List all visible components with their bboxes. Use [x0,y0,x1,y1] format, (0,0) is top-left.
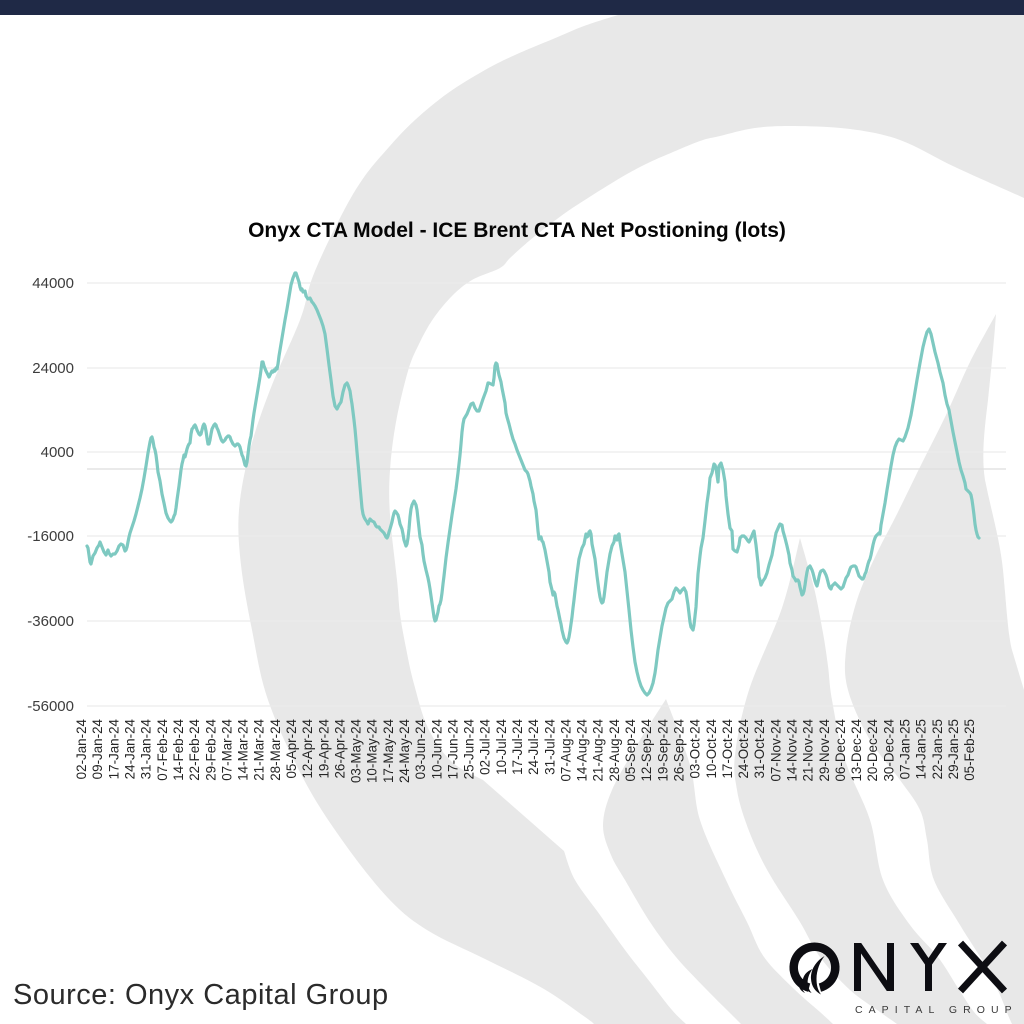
svg-text:05-Apr-24: 05-Apr-24 [284,718,299,778]
svg-text:4000: 4000 [41,444,74,461]
svg-text:14-Nov-24: 14-Nov-24 [785,718,800,781]
svg-text:28-Mar-24: 28-Mar-24 [268,718,283,780]
svg-text:29-Nov-24: 29-Nov-24 [817,718,832,781]
svg-text:31-Oct-24: 31-Oct-24 [752,718,767,778]
svg-text:CAPITAL GROUP: CAPITAL GROUP [855,1004,1018,1016]
svg-text:19-Sep-24: 19-Sep-24 [655,718,670,781]
svg-text:02-Jan-24: 02-Jan-24 [74,718,89,779]
svg-text:21-Nov-24: 21-Nov-24 [801,718,816,781]
svg-text:26-Sep-24: 26-Sep-24 [672,718,687,781]
svg-text:14-Feb-24: 14-Feb-24 [171,718,186,780]
svg-text:03-May-24: 03-May-24 [349,718,364,783]
svg-text:29-Jan-25: 29-Jan-25 [946,719,961,779]
svg-text:-16000: -16000 [27,528,74,545]
svg-text:17-Oct-24: 17-Oct-24 [720,718,735,778]
svg-text:31-Jan-24: 31-Jan-24 [139,718,154,779]
svg-text:22-Feb-24: 22-Feb-24 [187,718,202,780]
svg-text:Source: Onyx Capital Group: Source: Onyx Capital Group [13,979,389,1011]
svg-text:10-Jun-24: 10-Jun-24 [429,718,444,779]
svg-text:14-Jan-25: 14-Jan-25 [914,719,929,779]
svg-text:30-Dec-24: 30-Dec-24 [881,718,896,781]
svg-text:07-Jan-25: 07-Jan-25 [898,719,913,779]
svg-text:03-Jun-24: 03-Jun-24 [413,718,428,779]
svg-text:24-Jul-24: 24-Jul-24 [526,718,541,774]
svg-text:24-Jan-24: 24-Jan-24 [123,718,138,779]
svg-text:25-Jun-24: 25-Jun-24 [462,718,477,779]
svg-text:03-Oct-24: 03-Oct-24 [688,718,703,778]
svg-text:28-Aug-24: 28-Aug-24 [607,718,622,781]
svg-text:44000: 44000 [32,275,74,292]
svg-text:14-Aug-24: 14-Aug-24 [575,718,590,781]
svg-text:06-Dec-24: 06-Dec-24 [833,718,848,781]
svg-text:12-Sep-24: 12-Sep-24 [639,718,654,781]
svg-text:07-Mar-24: 07-Mar-24 [219,718,234,780]
svg-text:12-Apr-24: 12-Apr-24 [300,718,315,778]
svg-text:24-May-24: 24-May-24 [397,718,412,783]
svg-text:10-May-24: 10-May-24 [365,718,380,783]
svg-text:17-May-24: 17-May-24 [381,718,396,783]
svg-text:21-Aug-24: 21-Aug-24 [591,718,606,781]
svg-text:20-Dec-24: 20-Dec-24 [865,718,880,781]
svg-text:24-Oct-24: 24-Oct-24 [736,718,751,778]
svg-text:24000: 24000 [32,360,74,377]
svg-text:-36000: -36000 [27,613,74,630]
svg-text:10-Oct-24: 10-Oct-24 [704,718,719,778]
svg-text:26-Apr-24: 26-Apr-24 [332,718,347,778]
svg-text:31-Jul-24: 31-Jul-24 [542,718,557,774]
svg-text:17-Jul-24: 17-Jul-24 [510,718,525,774]
svg-text:02-Jul-24: 02-Jul-24 [478,718,493,774]
svg-text:07-Feb-24: 07-Feb-24 [155,718,170,780]
svg-text:22-Jan-25: 22-Jan-25 [930,719,945,779]
svg-text:07-Nov-24: 07-Nov-24 [768,718,783,781]
svg-text:07-Aug-24: 07-Aug-24 [558,718,573,781]
svg-text:09-Jan-24: 09-Jan-24 [90,718,105,779]
svg-text:Onyx CTA Model - ICE Brent CTA: Onyx CTA Model - ICE Brent CTA Net Posti… [248,219,786,242]
svg-text:21-Mar-24: 21-Mar-24 [252,718,267,780]
svg-text:19-Apr-24: 19-Apr-24 [316,718,331,778]
svg-text:14-Mar-24: 14-Mar-24 [236,718,251,780]
svg-text:05-Sep-24: 05-Sep-24 [623,718,638,781]
svg-text:10-Jul-24: 10-Jul-24 [494,718,509,774]
svg-text:17-Jun-24: 17-Jun-24 [445,718,460,779]
svg-text:29-Feb-24: 29-Feb-24 [203,718,218,780]
svg-text:17-Jan-24: 17-Jan-24 [106,718,121,779]
svg-text:-56000: -56000 [27,698,74,715]
svg-text:05-Feb-25: 05-Feb-25 [962,719,977,781]
svg-text:13-Dec-24: 13-Dec-24 [849,718,864,781]
